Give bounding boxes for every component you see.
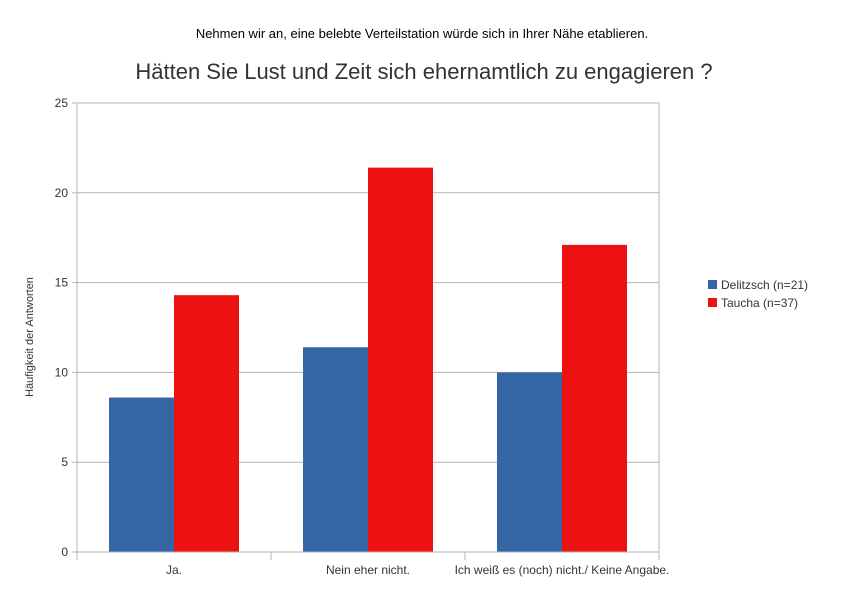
y-tick-label: 15 — [55, 276, 69, 290]
legend-swatch-taucha — [708, 298, 717, 307]
bar-taucha-3 — [562, 244, 627, 552]
chart-subtitle: Nehmen wir an, eine belebte Verteilstati… — [196, 26, 648, 41]
x-tick-label: Ja. — [166, 563, 182, 577]
bar-taucha-2 — [368, 167, 433, 552]
x-tick-label: Ich weiß es (noch) nicht./ Keine Angabe. — [455, 563, 670, 577]
legend-swatch-delitzsch — [708, 280, 717, 289]
legend-label-taucha: Taucha (n=37) — [721, 296, 798, 310]
y-tick-label: 20 — [55, 186, 69, 200]
y-tick-label: 10 — [55, 365, 69, 379]
bars — [109, 167, 627, 552]
chart-title: Hätten Sie Lust und Zeit sich ehernamtli… — [135, 59, 712, 84]
legend: Delitzsch (n=21) Taucha (n=37) — [708, 278, 808, 310]
legend-label-delitzsch: Delitzsch (n=21) — [721, 278, 808, 292]
y-tick-label: 25 — [55, 96, 69, 110]
bar-delitzsch-1 — [109, 397, 174, 552]
axes — [76, 102, 660, 553]
y-ticks: 0 5 10 15 20 25 — [55, 96, 77, 559]
y-tick-label: 5 — [61, 455, 68, 469]
bar-delitzsch-3 — [497, 372, 562, 552]
bar-delitzsch-2 — [303, 347, 368, 552]
x-tick-label: Nein eher nicht. — [326, 563, 410, 577]
y-tick-label: 0 — [61, 545, 68, 559]
x-ticks: Ja. Nein eher nicht. Ich weiß es (noch) ni… — [76, 552, 670, 577]
y-axis-label: Häufigkeit der Antworten — [24, 277, 36, 397]
bar-taucha-1 — [174, 295, 239, 552]
